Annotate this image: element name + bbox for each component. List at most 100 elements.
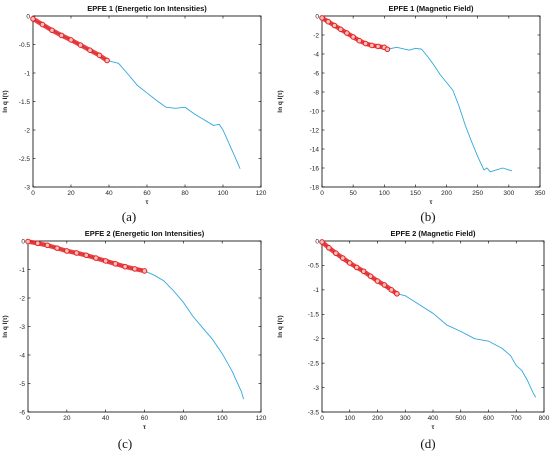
fit-marker-point xyxy=(350,34,356,40)
fit-marker-point xyxy=(344,30,350,36)
y-tick-label: -3 xyxy=(313,385,319,392)
y-tick-label: -14 xyxy=(310,146,320,153)
y-tick-label: -2 xyxy=(313,32,319,39)
y-tick-label: 0 xyxy=(315,13,319,20)
y-tick-label: -1.5 xyxy=(19,99,31,106)
x-tick-label: 600 xyxy=(483,415,494,422)
fit-marker-point xyxy=(49,27,55,34)
y-tick-label: -2 xyxy=(24,127,30,134)
x-axis-label: τ xyxy=(146,199,149,206)
x-tick-label: 0 xyxy=(320,415,324,422)
y-tick-label: -3 xyxy=(19,324,25,331)
x-tick-label: 0 xyxy=(31,190,35,197)
x-tick-label: 0 xyxy=(320,190,324,197)
fit-marker-point xyxy=(381,282,388,288)
y-tick-label: -2 xyxy=(313,336,319,343)
fit-marker-point xyxy=(122,263,128,270)
fit-marker-point xyxy=(319,15,325,21)
y-tick-label: -10 xyxy=(310,108,320,115)
fit-marker-point xyxy=(319,239,325,245)
x-tick-label: 500 xyxy=(455,415,466,422)
y-tick-label: -16 xyxy=(310,165,320,172)
y-tick-label: -12 xyxy=(310,127,320,134)
x-tick-label: 120 xyxy=(256,190,267,197)
chart-title: EPFE 2 (Energetic Ion Intensities) xyxy=(85,229,205,238)
y-tick-label: -3 xyxy=(24,184,30,191)
plot-area xyxy=(27,240,262,413)
fit-marker-point xyxy=(39,21,46,28)
y-tick-label: -4 xyxy=(19,352,25,359)
fit-marker-point xyxy=(112,261,119,267)
chart-title: EPFE 2 (Magnetic Field) xyxy=(390,229,476,238)
x-tick-label: 400 xyxy=(428,415,439,422)
y-tick-label: -2 xyxy=(19,295,25,302)
fit-marker-point xyxy=(362,40,369,47)
y-tick-label: 0 xyxy=(21,238,25,245)
chart-title: EPFE 1 (Energetic Ion Intensities) xyxy=(87,4,207,13)
fit-marker-point xyxy=(374,278,381,284)
x-tick-label: 150 xyxy=(410,190,421,197)
fit-marker-point xyxy=(25,238,31,245)
x-tick-label: 50 xyxy=(350,190,358,197)
chart-epfe1-ion: 0 20 40 60 80 100 120 0 -0.5 -1 -1.5 -2 -2.5 -3 EPFE 1… xyxy=(2,4,267,206)
x-tick-label: 40 xyxy=(105,190,113,197)
y-tick-label: -6 xyxy=(313,70,319,77)
fit-marker-point xyxy=(340,255,346,261)
y-axis-label: ln q I(τ) xyxy=(2,90,9,112)
x-tick-label: 200 xyxy=(372,415,383,422)
fit-marker-point xyxy=(87,47,93,54)
fit-marker-point xyxy=(346,260,353,266)
x-axis-label: τ xyxy=(432,424,435,431)
x-axis-label: τ xyxy=(143,424,146,431)
x-tick-label: 200 xyxy=(441,190,452,197)
x-tick-label: 350 xyxy=(535,190,546,197)
x-tick-label: 60 xyxy=(141,415,149,422)
fit-marker-point xyxy=(93,255,99,261)
fit-marker-point xyxy=(96,52,103,59)
fit-marker-point xyxy=(394,290,400,297)
fit-marker-point xyxy=(375,43,381,50)
y-tick-label: -1.5 xyxy=(308,312,320,319)
x-tick-label: 800 xyxy=(539,415,550,422)
fit-marker-point xyxy=(102,258,109,264)
y-tick-label: -0.5 xyxy=(19,42,31,49)
chart-epfe2-magnetic: 0 100 200 300 400 500 600 700 800 0 -0.5 -1 -1.5 -2 -2… xyxy=(277,229,550,431)
plot-area xyxy=(32,15,262,188)
fit-marker-point xyxy=(54,245,60,251)
x-tick-label: 100 xyxy=(379,190,390,197)
fit-marker-point xyxy=(333,250,339,257)
fit-marker-point xyxy=(44,242,51,249)
fit-marker-point xyxy=(64,248,70,254)
caption-d: (d) xyxy=(420,436,436,451)
x-tick-label: 0 xyxy=(26,415,30,422)
fit-marker-point xyxy=(30,16,36,22)
y-tick-label: 0 xyxy=(26,13,30,20)
fit-marker-point xyxy=(68,37,74,43)
x-tick-label: 100 xyxy=(217,415,228,422)
fit-marker-point xyxy=(104,57,110,64)
x-tick-label: 700 xyxy=(511,415,522,422)
x-tick-label: 60 xyxy=(143,190,151,197)
fit-marker-point xyxy=(369,42,375,49)
x-tick-label: 20 xyxy=(63,415,71,422)
y-tick-label: -8 xyxy=(313,89,319,96)
caption-b: (b) xyxy=(420,209,436,224)
fit-marker-point xyxy=(34,240,41,247)
x-tick-label: 120 xyxy=(256,415,267,422)
y-tick-label: -1 xyxy=(24,70,30,77)
y-tick-label: 0 xyxy=(315,238,319,245)
chart-epfe2-ion: 0 20 40 60 80 100 120 0 -1 -2 -3 -4 -5 -6 EPFE 2 (Ener… xyxy=(2,229,267,431)
x-tick-label: 100 xyxy=(344,415,355,422)
fit-marker-point xyxy=(58,32,65,39)
y-tick-label: -1 xyxy=(19,267,25,274)
chart-panel-d: 0 100 200 300 400 500 600 700 800 0 -0.5 -1 -1.5 -2 -2… xyxy=(275,225,550,435)
fit-marker-point xyxy=(131,266,138,272)
x-tick-label: 80 xyxy=(180,415,188,422)
chart-panel-c: 0 20 40 60 80 100 120 0 -1 -2 -3 -4 -5 -6 EPFE 2 (Ener… xyxy=(0,225,275,435)
chart-title: EPFE 1 (Magnetic Field) xyxy=(388,4,474,13)
y-axis-label: ln q I(τ) xyxy=(2,315,9,337)
fit-marker-point xyxy=(77,42,84,48)
fit-marker-point xyxy=(356,37,363,44)
fit-marker-point xyxy=(73,250,80,256)
x-tick-label: 300 xyxy=(400,415,411,422)
